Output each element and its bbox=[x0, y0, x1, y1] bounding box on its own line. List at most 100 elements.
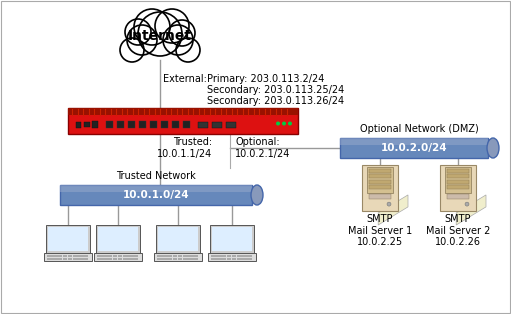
Bar bbox=[162, 257, 167, 259]
Bar bbox=[193, 255, 198, 257]
Bar bbox=[68, 108, 298, 134]
Bar bbox=[102, 255, 107, 257]
Bar bbox=[231, 255, 236, 257]
Bar bbox=[158, 227, 198, 251]
Text: Optional Network (DMZ): Optional Network (DMZ) bbox=[360, 124, 478, 134]
Bar bbox=[94, 253, 142, 261]
Bar bbox=[237, 257, 242, 259]
Text: Trusted:
10.0.1.1/24: Trusted: 10.0.1.1/24 bbox=[157, 137, 213, 159]
Circle shape bbox=[134, 9, 170, 45]
Circle shape bbox=[282, 122, 286, 126]
Bar bbox=[157, 257, 161, 259]
Bar bbox=[157, 255, 161, 257]
Bar bbox=[226, 257, 231, 259]
Bar bbox=[369, 174, 391, 178]
Bar bbox=[242, 257, 247, 259]
Bar bbox=[161, 121, 168, 127]
Bar bbox=[247, 257, 252, 259]
Bar bbox=[118, 255, 122, 257]
Bar bbox=[162, 255, 167, 257]
Circle shape bbox=[125, 19, 151, 45]
Bar bbox=[96, 225, 140, 253]
Text: 10.0.1.0/24: 10.0.1.0/24 bbox=[123, 190, 189, 200]
Text: External:: External: bbox=[163, 74, 207, 84]
Bar bbox=[117, 121, 124, 127]
Bar bbox=[193, 257, 198, 259]
Bar bbox=[52, 257, 57, 259]
Text: 10.0.2.0/24: 10.0.2.0/24 bbox=[381, 143, 447, 153]
Circle shape bbox=[176, 38, 200, 62]
Bar bbox=[83, 255, 88, 257]
Bar bbox=[242, 255, 247, 257]
Bar bbox=[211, 255, 216, 257]
Bar bbox=[123, 257, 128, 259]
Bar bbox=[216, 255, 221, 257]
Bar bbox=[183, 257, 188, 259]
Circle shape bbox=[169, 20, 195, 46]
Circle shape bbox=[288, 122, 292, 126]
Bar bbox=[369, 185, 391, 189]
Bar bbox=[98, 227, 138, 251]
Bar bbox=[447, 194, 469, 198]
Bar bbox=[221, 255, 226, 257]
Bar bbox=[73, 257, 78, 259]
Bar bbox=[67, 257, 73, 259]
Bar bbox=[44, 253, 92, 261]
Bar bbox=[73, 255, 78, 257]
Bar bbox=[447, 174, 469, 178]
Bar bbox=[154, 253, 202, 261]
Circle shape bbox=[387, 202, 391, 206]
Bar bbox=[369, 169, 391, 173]
Ellipse shape bbox=[251, 185, 263, 205]
Bar bbox=[340, 138, 488, 158]
Bar bbox=[178, 257, 182, 259]
Bar bbox=[446, 167, 471, 192]
Bar bbox=[128, 121, 135, 127]
Bar bbox=[173, 257, 177, 259]
Circle shape bbox=[138, 12, 182, 56]
Bar bbox=[78, 255, 83, 257]
Text: SMTP
Mail Server 1
10.0.2.25: SMTP Mail Server 1 10.0.2.25 bbox=[348, 214, 412, 247]
Bar bbox=[226, 255, 231, 257]
Bar bbox=[76, 122, 81, 127]
Text: SMTP
Mail Server 2
10.0.2.26: SMTP Mail Server 2 10.0.2.26 bbox=[426, 214, 490, 247]
Text: Secondary: 203.0.113.25/24: Secondary: 203.0.113.25/24 bbox=[207, 85, 344, 95]
Bar bbox=[188, 255, 193, 257]
Bar bbox=[128, 255, 133, 257]
Bar bbox=[139, 121, 146, 127]
Bar bbox=[172, 121, 179, 127]
Bar bbox=[106, 121, 113, 127]
Bar bbox=[47, 257, 52, 259]
Bar bbox=[188, 257, 193, 259]
Bar bbox=[97, 257, 102, 259]
Bar bbox=[102, 257, 107, 259]
Bar bbox=[133, 257, 138, 259]
Bar bbox=[92, 121, 98, 127]
Bar bbox=[150, 121, 157, 127]
Bar bbox=[167, 255, 172, 257]
Bar bbox=[52, 255, 57, 257]
Polygon shape bbox=[456, 195, 486, 225]
Circle shape bbox=[276, 122, 280, 126]
Bar bbox=[447, 169, 469, 173]
Bar bbox=[60, 185, 252, 205]
Bar bbox=[47, 255, 52, 257]
Text: Optional:
10.0.2.1/24: Optional: 10.0.2.1/24 bbox=[235, 137, 291, 159]
Bar bbox=[183, 255, 188, 257]
Bar bbox=[369, 194, 391, 198]
Bar bbox=[221, 257, 226, 259]
Bar bbox=[440, 165, 476, 211]
Bar bbox=[83, 257, 88, 259]
Bar bbox=[362, 165, 398, 211]
Circle shape bbox=[127, 25, 157, 55]
Bar bbox=[208, 253, 256, 261]
Bar bbox=[48, 227, 88, 251]
Bar bbox=[173, 255, 177, 257]
Circle shape bbox=[465, 202, 469, 206]
Bar bbox=[68, 108, 298, 115]
Bar bbox=[212, 227, 252, 251]
Bar bbox=[57, 255, 62, 257]
Bar bbox=[84, 122, 90, 127]
Text: Secondary: 203.0.113.26/24: Secondary: 203.0.113.26/24 bbox=[207, 96, 344, 106]
Bar bbox=[107, 255, 112, 257]
